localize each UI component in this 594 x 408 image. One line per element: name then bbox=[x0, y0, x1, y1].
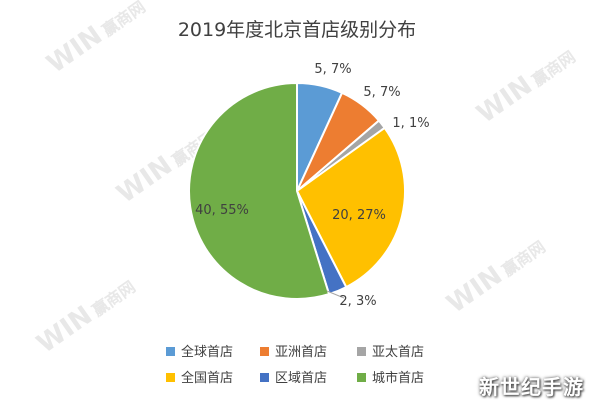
legend-label: 城市首店 bbox=[372, 370, 424, 386]
pie-slice-4 bbox=[295, 126, 406, 289]
chart-title: 2019年度北京首店级别分布 bbox=[178, 19, 416, 41]
data-label: 5, 7% bbox=[314, 62, 351, 77]
legend-item: 全国首店 bbox=[166, 370, 233, 386]
legend-swatch bbox=[260, 373, 269, 382]
legend-label: 亚洲首店 bbox=[275, 345, 327, 360]
legend-swatch bbox=[166, 347, 175, 356]
legend-label: 区域首店 bbox=[275, 371, 327, 386]
legend-item: 全球首店 bbox=[166, 344, 233, 360]
legend-swatch bbox=[166, 373, 175, 382]
pie-slice-6 bbox=[188, 81, 331, 300]
corner-logo: 新世纪手游 bbox=[479, 375, 584, 399]
legend-swatch bbox=[357, 373, 366, 382]
legend-item: 亚洲首店 bbox=[260, 345, 327, 360]
legend-swatch bbox=[260, 347, 269, 356]
legend-label: 全球首店 bbox=[181, 344, 233, 360]
data-label: 1, 1% bbox=[392, 116, 429, 131]
data-label: 20, 27% bbox=[332, 208, 386, 223]
leader-line bbox=[326, 290, 345, 299]
legend-label: 全国首店 bbox=[181, 370, 233, 386]
data-label: 40, 55% bbox=[195, 203, 249, 218]
legend-item: 区域首店 bbox=[260, 371, 327, 386]
legend-label: 亚太首店 bbox=[372, 345, 424, 360]
legend-item: 亚太首店 bbox=[357, 345, 424, 360]
legend-item: 城市首店 bbox=[357, 370, 424, 386]
legend-swatch bbox=[357, 347, 366, 356]
data-label: 5, 7% bbox=[363, 85, 400, 100]
data-label: 2, 3% bbox=[339, 294, 376, 309]
